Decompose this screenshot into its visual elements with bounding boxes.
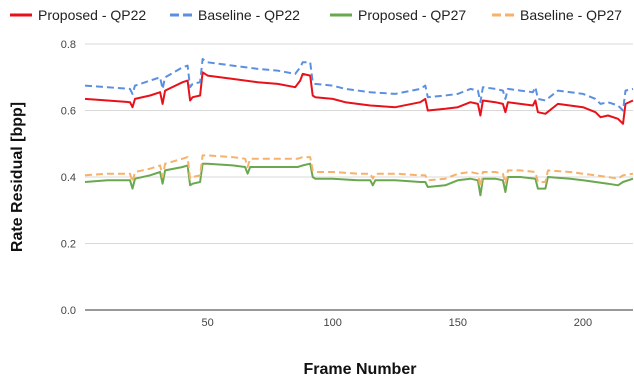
y-tick-label: 0.4 [61, 172, 76, 184]
x-tick-label: 200 [574, 317, 592, 329]
series-line-2 [84, 58, 634, 112]
legend: Proposed - QP22 Baseline - QP22 Proposed -… [10, 7, 622, 23]
x-axis-title: Frame Number [304, 361, 417, 378]
grid [85, 43, 633, 311]
legend-label: Proposed - QP22 [38, 7, 146, 23]
y-tick-label: 0.6 [61, 106, 76, 118]
y-tick-label: 0.0 [61, 305, 76, 317]
x-tick-label: 150 [449, 317, 467, 329]
x-axis-ticks: 50 100 150 200 [201, 317, 592, 329]
y-axis-ticks: 0.0 0.2 0.4 0.6 0.8 [61, 39, 76, 317]
x-tick-label: 50 [201, 317, 213, 329]
legend-label: Proposed - QP27 [358, 7, 466, 23]
series-line-3 [84, 162, 634, 197]
y-tick-label: 0.8 [61, 39, 76, 51]
series-line-4 [84, 154, 634, 188]
legend-label: Baseline - QP22 [198, 7, 300, 23]
legend-label: Baseline - QP27 [520, 7, 622, 23]
y-tick-label: 0.2 [61, 239, 76, 251]
x-tick-label: 100 [324, 317, 342, 329]
series-lines [84, 58, 634, 197]
series-line-1 [84, 71, 634, 125]
y-axis-title: Rate Residual [bpp] [9, 102, 26, 252]
